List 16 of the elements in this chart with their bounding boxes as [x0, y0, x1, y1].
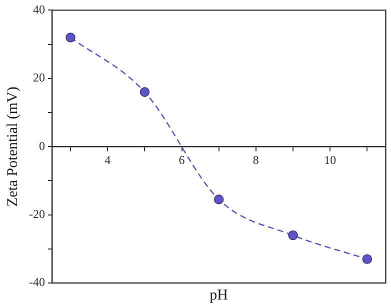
y-tick-label: -40 — [28, 275, 45, 290]
y-tick-label: -20 — [28, 206, 45, 221]
y-axis-title: Zeta Potential (mV) — [4, 86, 21, 207]
point — [362, 254, 372, 264]
y-tick-label: 20 — [32, 70, 45, 85]
x-tick-label: 8 — [252, 152, 259, 167]
x-tick-label: 10 — [324, 152, 336, 167]
x-tick-label: 4 — [104, 152, 111, 167]
x-axis-title: pH — [210, 287, 228, 304]
y-tick-label: 0 — [38, 138, 45, 153]
point — [288, 230, 298, 240]
point — [140, 87, 150, 97]
x-tick-label: 6 — [178, 152, 185, 167]
point — [66, 32, 76, 42]
y-tick-label: 40 — [32, 2, 45, 16]
point — [214, 194, 224, 204]
